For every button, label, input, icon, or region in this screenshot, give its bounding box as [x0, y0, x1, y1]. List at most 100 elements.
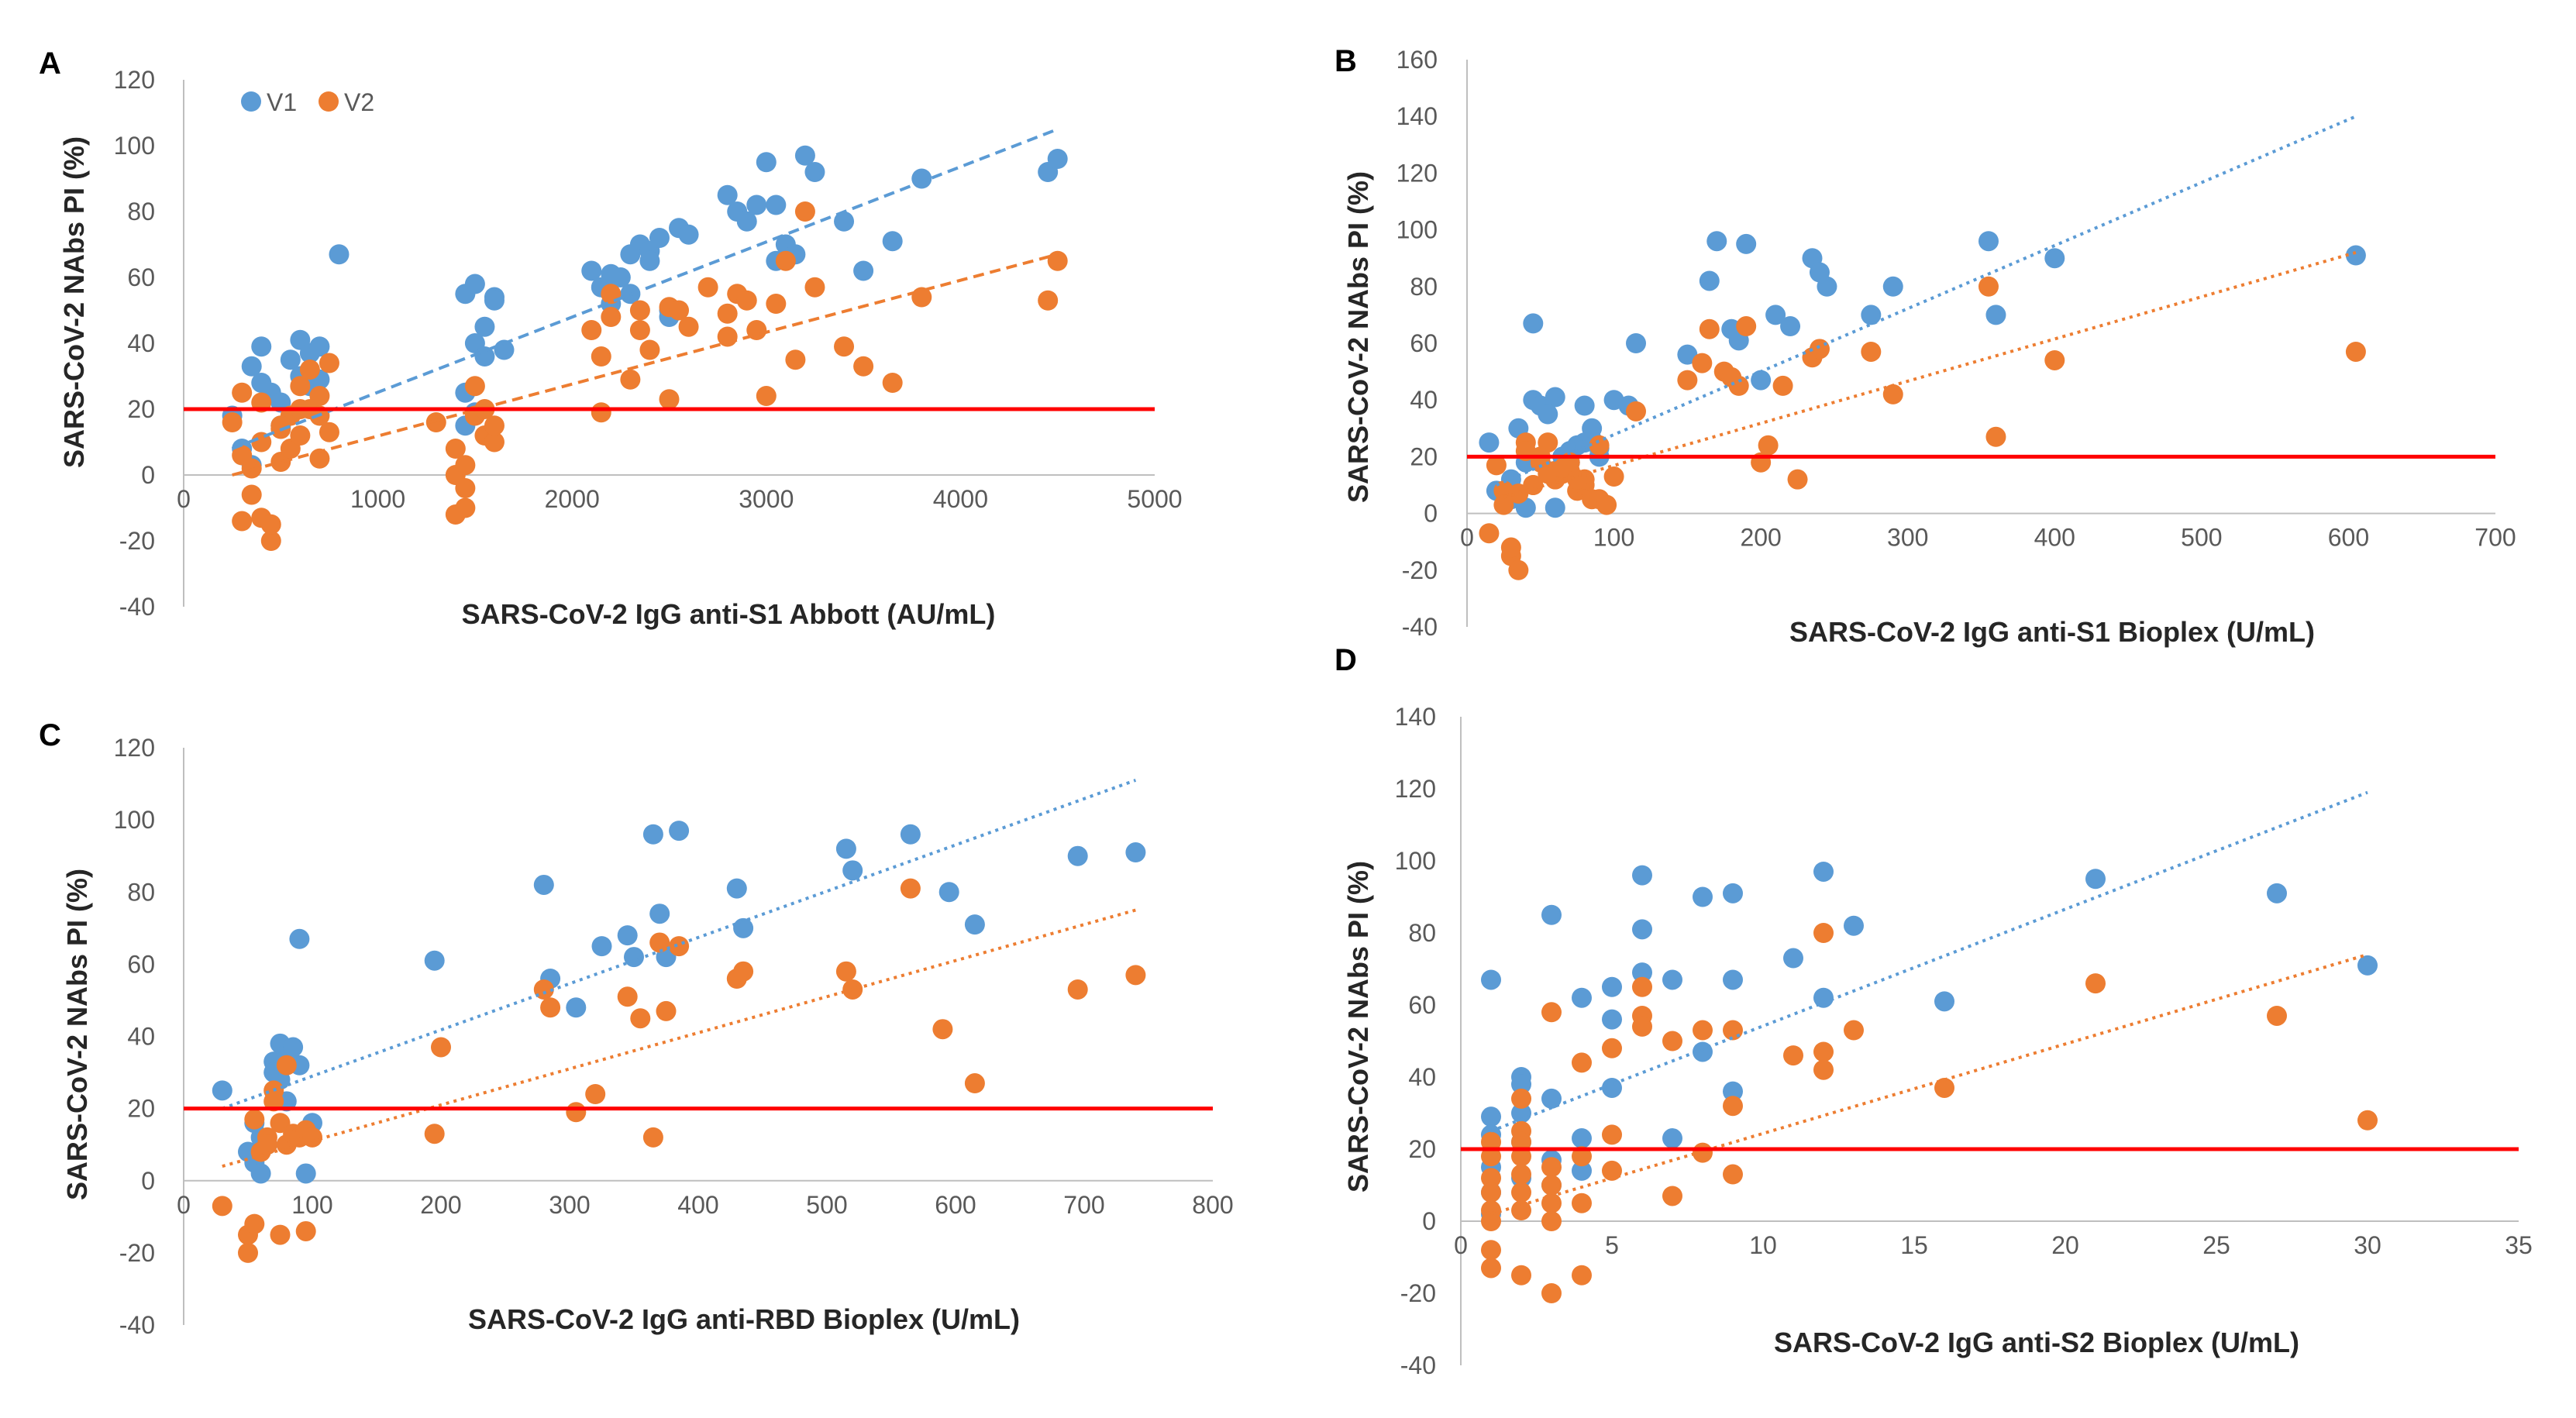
panel-c-v2-point — [1125, 965, 1146, 986]
panel-a-y-tick-label: 0 — [141, 461, 155, 489]
panel-c-v2-point — [212, 1196, 232, 1217]
panel-c-v2-point — [964, 1073, 985, 1094]
panel-a-v2-point — [620, 369, 641, 390]
panel-c-v2-point — [263, 1091, 284, 1112]
panel-d-v1-point — [1481, 969, 1501, 990]
panel-d-v2-point — [1572, 1052, 1592, 1073]
panel-d-v2-point — [1602, 1124, 1622, 1145]
panel-d-v2-point — [1693, 1142, 1713, 1163]
panel-d-y-tick-label: 40 — [1408, 1063, 1436, 1091]
panel-d-v2-point — [1541, 1211, 1562, 1231]
panel-d-v2-point — [1602, 1160, 1622, 1181]
panel-a-v1-point — [280, 349, 301, 370]
panel-b-y-tick-label: 0 — [1424, 500, 1438, 528]
panel-b-x-tick-label: 300 — [1887, 524, 1928, 552]
panel-b-x-tick-label: 100 — [1593, 524, 1634, 552]
panel-d-v1-point — [1813, 987, 1834, 1008]
panel-b-v2-point — [1508, 483, 1529, 504]
panel-b-v2-point — [1508, 559, 1529, 580]
panel-d-x-tick-label: 0 — [1454, 1231, 1468, 1259]
legend-v1-label: V1 — [267, 88, 297, 116]
panel-b-v2-point — [1552, 458, 1573, 479]
panel-d-v1-point — [1662, 1128, 1682, 1149]
panel-d-v2-point — [2267, 1005, 2287, 1026]
panel-c-v1-point — [250, 1163, 271, 1184]
panel-a-v2-point — [581, 320, 602, 340]
panel-a-v2-point — [270, 415, 291, 436]
panel-a-v2-point — [260, 514, 281, 535]
panel-c-v2-point — [1067, 979, 1088, 1000]
panel-c-v1-point — [566, 997, 587, 1018]
panel-a-v2-point — [464, 376, 485, 397]
panel-d-v1-point — [1844, 915, 1864, 936]
panel-c-v1-point — [533, 874, 554, 895]
panel-c-v1-point — [733, 917, 754, 938]
panel-c-v1-trendline — [222, 779, 1137, 1110]
panel-d-v2-point — [1602, 1038, 1622, 1058]
panel-c-v1-point — [642, 824, 663, 845]
panel-d-v1-point — [1693, 1041, 1713, 1062]
panel-d-y-tick-label: 100 — [1395, 847, 1436, 875]
panel-c-v2-point — [533, 979, 554, 1000]
panel-d-v2-point — [1723, 1096, 1743, 1117]
panel-c-y-tick-label: 40 — [127, 1023, 155, 1051]
panel-c-y-tick-label: 100 — [114, 806, 155, 834]
panel-d-v2-point — [2085, 973, 2106, 994]
panel-b-v1-point — [1545, 497, 1565, 518]
panel-d-y-tick-label: 80 — [1408, 919, 1436, 947]
panel-d-x-tick-label: 20 — [2051, 1231, 2079, 1259]
panel-a-x-tick-label: 1000 — [350, 485, 405, 513]
panel-a-v2-point — [736, 290, 757, 311]
panel-b-v2-point — [1500, 537, 1521, 558]
panel-c-y-tick-label: 80 — [127, 878, 155, 906]
panel-d-v2-point — [1572, 1265, 1592, 1285]
panel-c-v2-point — [900, 878, 921, 899]
panel-a-v2-point — [309, 386, 330, 406]
panel-c: C SARS-CoV-2 IgG anti-RBD Bioplex (U/mL)… — [39, 718, 1234, 1339]
panel-a-v1-point — [1047, 149, 1068, 169]
panel-a-v2-point — [319, 353, 339, 373]
panel-b-x-tick-label: 600 — [2328, 524, 2369, 552]
panel-b-y-tick-label: 100 — [1396, 216, 1438, 244]
panel-d-x-axis-title: SARS-CoV-2 IgG anti-S2 Bioplex (U/mL) — [1774, 1327, 2299, 1358]
panel-d-v2-point — [1723, 1164, 1743, 1185]
panel-b-v2-point — [1603, 466, 1624, 487]
panel-c-v2-point — [835, 961, 856, 982]
panel-b-v1-point — [1574, 395, 1595, 416]
panel-a-v1-point — [329, 244, 350, 265]
panel-d-v1-point — [2085, 869, 2106, 890]
panel-a-v2-point — [455, 497, 476, 518]
panel-a-v2-point — [775, 250, 796, 271]
panel-c-v2-point — [842, 979, 863, 1000]
panel-d-v2-point — [1572, 1146, 1592, 1167]
panel-c-v2-point — [649, 932, 670, 953]
panel-a-v2-point — [834, 336, 855, 357]
panel-d-v1-point — [1693, 886, 1713, 907]
panel-c-v1-point — [1067, 845, 1088, 866]
panel-a-v2-trendline — [232, 253, 1059, 477]
panel-a-v1-point — [853, 260, 874, 281]
panel-b-y-tick-label: 60 — [1410, 329, 1438, 357]
panel-d-v1-point — [1572, 1160, 1592, 1181]
panel-a-v2-point — [484, 415, 505, 436]
panel-d-y-tick-label: -20 — [1400, 1279, 1436, 1307]
panel-a-v1-trendline — [231, 127, 1059, 450]
panel-d-v1-point — [1481, 1107, 1501, 1127]
panel-d-y-tick-label: 140 — [1395, 703, 1436, 731]
panel-a-v2-point — [766, 294, 787, 314]
panel-a-v2-point — [591, 402, 611, 423]
panel-d-x-tick-label: 15 — [1900, 1231, 1928, 1259]
panel-b-v2-trendline — [1496, 250, 2357, 501]
panel-b-v2-point — [1787, 469, 1808, 490]
panel-b-v2-point — [1758, 435, 1779, 456]
panel-c-letter: C — [39, 718, 61, 752]
panel-b-v2-point — [1596, 494, 1617, 515]
panel-b-v2-point — [2044, 349, 2065, 370]
panel-a-v1-point — [639, 250, 660, 271]
panel-d-v1-point — [1632, 962, 1652, 983]
panel-c-v1-point — [842, 860, 863, 881]
panel-d-v1-point — [1813, 861, 1834, 882]
panel-d-v2-point — [1783, 1045, 1803, 1066]
panel-a-v1-point — [766, 194, 787, 215]
panel-c-v2-point — [630, 1008, 651, 1029]
